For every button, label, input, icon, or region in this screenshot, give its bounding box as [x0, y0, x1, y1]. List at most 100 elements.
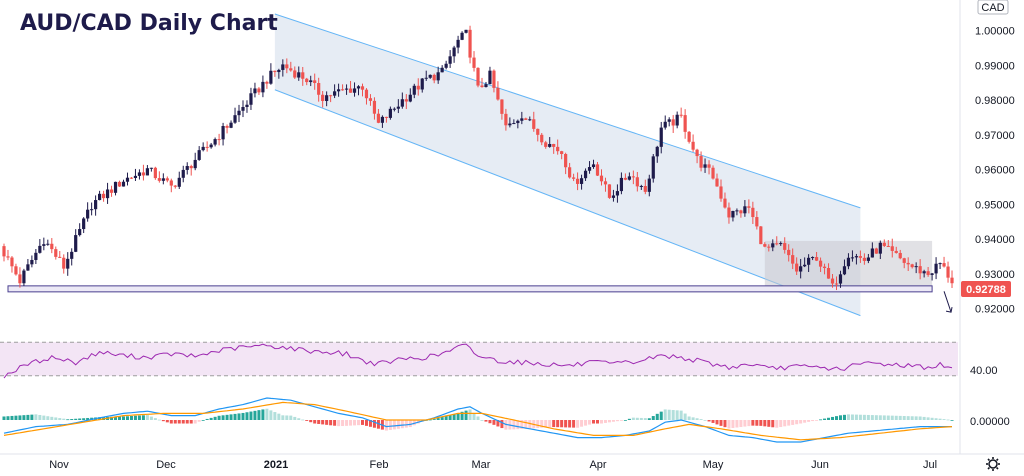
macd-histogram-bar: [564, 420, 568, 428]
candle: [10, 256, 14, 273]
macd-histogram-bar: [412, 420, 416, 426]
candle-body: [356, 86, 361, 89]
macd-histogram-bar: [862, 414, 866, 420]
candle-body: [468, 29, 472, 58]
candle-body: [456, 39, 460, 48]
candle-body: [902, 258, 906, 263]
macd-histogram-bar: [922, 416, 926, 420]
macd-histogram-bar: [599, 420, 603, 424]
candle: [333, 84, 337, 99]
candle-body: [850, 257, 855, 259]
macd-histogram-bar: [619, 420, 623, 421]
macd-histogram-bar: [783, 420, 787, 427]
macd-histogram-bar: [707, 420, 711, 422]
candle: [683, 109, 687, 139]
macd-histogram-bar: [823, 418, 827, 420]
candle: [360, 83, 365, 97]
macd-histogram-bar: [651, 416, 655, 420]
candle: [30, 255, 34, 268]
macd-histogram-bar: [149, 416, 153, 420]
macd-histogram-bar: [277, 413, 281, 420]
candle-body: [755, 217, 759, 227]
candle: [372, 97, 377, 120]
macd-histogram-bar: [631, 417, 635, 420]
macd-histogram-bar: [611, 420, 615, 422]
candle-body: [890, 246, 894, 251]
candle-body: [317, 83, 321, 95]
candle-body: [253, 88, 257, 94]
candle: [870, 242, 874, 258]
candle-body: [846, 257, 851, 267]
candle: [105, 182, 110, 204]
candle-body: [70, 251, 74, 259]
candle-body: [480, 85, 484, 88]
candle: [631, 170, 635, 185]
time-tick-label: Mar: [472, 459, 491, 471]
macd-histogram-bar: [329, 420, 333, 426]
macd-histogram-bar: [313, 420, 317, 424]
candle: [568, 162, 572, 179]
candle: [233, 107, 237, 124]
breakout-arrow: [943, 291, 953, 313]
macd-histogram-bar: [265, 408, 269, 420]
macd-histogram-bar: [66, 419, 70, 421]
candle: [125, 172, 130, 186]
candle: [101, 190, 106, 202]
candle: [221, 122, 225, 146]
candle: [416, 78, 420, 96]
candle: [329, 94, 333, 103]
candle: [731, 210, 735, 222]
candle: [78, 223, 82, 237]
candle: [464, 29, 468, 34]
candle-body: [886, 245, 890, 247]
macd-histogram-bar: [6, 416, 10, 420]
macd-histogram-bar: [237, 413, 241, 420]
macd-histogram-bar: [572, 420, 576, 428]
settings-gear-icon[interactable]: [986, 457, 1000, 471]
macd-histogram-bar: [560, 420, 564, 428]
candle: [795, 257, 799, 276]
candle-body: [679, 114, 683, 116]
candle: [396, 99, 400, 114]
candle-body: [898, 252, 902, 259]
candle: [121, 179, 126, 187]
candle: [830, 273, 835, 288]
candle-body: [217, 139, 221, 141]
candle-body: [153, 167, 157, 179]
macd-histogram-bar: [739, 420, 743, 428]
candle-body: [225, 126, 229, 128]
macd-histogram-bar: [141, 415, 145, 420]
macd-histogram-bar: [890, 415, 894, 420]
candle: [273, 70, 277, 77]
candle-body: [659, 127, 663, 147]
candle-body: [201, 146, 205, 151]
macd-histogram-bar: [950, 420, 954, 421]
currency-label: CAD: [981, 2, 1004, 14]
candle-body: [926, 271, 930, 275]
channel-lower-line: [274, 89, 861, 317]
candle: [249, 87, 253, 110]
candle: [934, 257, 938, 280]
candle: [723, 192, 727, 209]
macd-histogram-bar: [719, 420, 723, 426]
macd-histogram-bar: [607, 420, 611, 423]
chart-title: AUD/CAD Daily Chart: [20, 11, 278, 36]
candle-body: [759, 226, 763, 245]
candle: [898, 249, 902, 260]
macd-histogram-bar: [635, 417, 639, 420]
candle: [803, 257, 807, 268]
macd-histogram-bar: [799, 420, 803, 424]
candle-body: [237, 110, 241, 116]
time-tick-label: May: [703, 459, 724, 471]
macd-histogram-bar: [408, 420, 412, 428]
candle-body: [866, 257, 870, 261]
macd-histogram-bar: [747, 420, 751, 427]
macd-histogram-bar: [516, 420, 520, 430]
candle: [265, 80, 269, 89]
candle-body: [448, 56, 452, 64]
macd-histogram-bar: [269, 410, 273, 420]
macd-histogram-bar: [667, 409, 671, 420]
candle-body: [22, 270, 26, 284]
macd-histogram-bar: [659, 411, 663, 420]
macd-histogram-bar: [882, 415, 886, 420]
